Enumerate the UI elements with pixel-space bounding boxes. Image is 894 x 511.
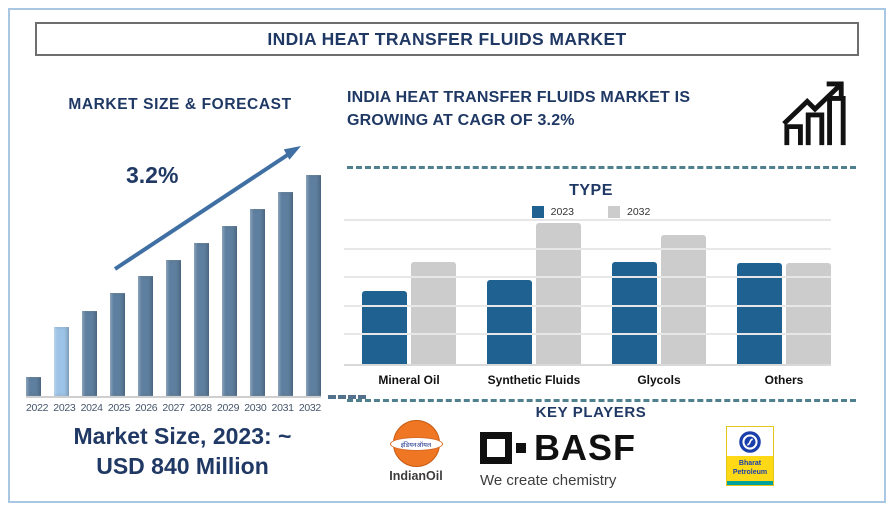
forecast-year-label-2028: 2028: [189, 402, 212, 414]
bharat-petroleum-strip: [727, 481, 773, 485]
growth-chart-icon: [782, 81, 846, 146]
market-size-forecast-heading: MARKET SIZE & FORECAST: [68, 96, 292, 113]
type-bar-2023-synthetic-fluids: [487, 280, 532, 364]
bharat-petroleum-emblem: [727, 427, 773, 456]
forecast-years: 2022 2023 2024 2025 2026 2027 2028 2029 2030 2031…: [26, 402, 321, 414]
forecast-bar-2030: [250, 209, 265, 396]
forecast-year-label-2027: 2027: [162, 402, 185, 414]
bharat-petroleum-logo-icon: Bharat Petroleum: [726, 426, 774, 486]
type-bar-2032-glycols: [661, 234, 706, 364]
indianoil-logo-band: इंडियनऑयल: [389, 437, 443, 451]
cagr-annotation: 3.2%: [126, 162, 179, 188]
type-chart-gridline: [344, 276, 831, 279]
forecast-year-label-2029: 2029: [216, 402, 240, 414]
indianoil-label: IndianOil: [389, 469, 443, 483]
key-player-indianoil: इंडियनऑयल IndianOil: [376, 420, 456, 483]
forecast-bar-2026: [138, 276, 153, 396]
legend-label-2032: 2032: [627, 206, 651, 218]
type-group-mineral-oil: Mineral Oil: [362, 221, 456, 387]
forecast-year-label-2024: 2024: [80, 402, 103, 414]
type-category-label: Mineral Oil: [378, 373, 440, 387]
basf-wordmark: BASF: [534, 427, 636, 468]
forecast-year-label-2026: 2026: [135, 402, 158, 414]
forecast-year-label-2032: 2032: [298, 402, 321, 414]
type-group-synthetic-fluids: Synthetic Fluids: [487, 221, 581, 387]
forecast-bars: [26, 166, 321, 396]
legend-item-2023: 2023: [531, 206, 574, 218]
legend-label-2023: 2023: [550, 206, 574, 218]
type-chart-groups: Mineral Oil Synthetic Fluids Glycols Others: [344, 221, 831, 387]
type-bar-2032-others: [786, 263, 831, 364]
forecast-bar-2032: [306, 175, 321, 396]
type-group-others: Others: [737, 221, 831, 387]
forecast-bar-2022: [26, 377, 41, 396]
type-chart-gridline: [344, 247, 831, 250]
type-category-label: Others: [764, 373, 804, 387]
key-player-bharat-petroleum: Bharat Petroleum: [722, 426, 778, 486]
market-size-note: Market Size, 2023: ~ USD 840 Million: [73, 423, 292, 479]
indianoil-hindi-text: इंडियनऑयल: [400, 441, 432, 449]
forecast-bar-2029: [222, 226, 237, 396]
type-bar-2023-others: [737, 263, 782, 364]
indianoil-logo-icon: इंडियनऑयल: [389, 420, 443, 467]
type-bar-2023-mineral-oil: [362, 291, 407, 364]
axis-continuation-dashes: [328, 395, 366, 399]
type-category-label: Glycols: [637, 373, 681, 387]
forecast-bar-2027: [166, 260, 181, 396]
legend-swatch-2023: [531, 206, 544, 218]
type-bar-2023-glycols: [612, 262, 657, 364]
dashed-separator-bottom: [347, 399, 856, 402]
type-group-glycols: Glycols: [612, 221, 706, 387]
forecast-bar-2024: [82, 311, 97, 396]
dashed-separator-top: [347, 166, 856, 169]
forecast-bar-2028: [194, 243, 209, 396]
title-box: INDIA HEAT TRANSFER FLUIDS MARKET: [35, 22, 859, 56]
forecast-bar-2025: [110, 293, 125, 396]
cagr-statement: INDIA HEAT TRANSFER FLUIDS MARKET IS GRO…: [347, 89, 691, 130]
bharat-petroleum-label: Bharat Petroleum: [727, 456, 773, 481]
forecast-year-label-2022: 2022: [26, 402, 49, 414]
forecast-chart: 3.2% 2022 2023 2024 2025 2026 2027 2028 2029 203…: [26, 142, 321, 414]
type-chart-gridline: [344, 219, 831, 221]
forecast-bar-2023: [54, 327, 69, 396]
forecast-year-label-2030: 2030: [244, 402, 267, 414]
type-chart-gridline: [344, 304, 831, 307]
forecast-plot: 3.2%: [26, 142, 321, 398]
type-chart-gridline: [344, 333, 831, 336]
basf-tagline: We create chemistry: [480, 472, 617, 489]
type-category-label: Synthetic Fluids: [487, 373, 581, 387]
forecast-bar-2031: [278, 192, 293, 396]
type-bar-2032-mineral-oil: [411, 262, 456, 364]
outer-frame: INDIA HEAT TRANSFER FLUIDS MARKET MARKET…: [8, 8, 886, 503]
type-bar-2032-synthetic-fluids: [536, 222, 581, 364]
forecast-year-label-2031: 2031: [271, 402, 294, 414]
type-chart-title: TYPE: [569, 182, 613, 199]
forecast-year-label-2023: 2023: [53, 402, 76, 414]
key-players-title: KEY PLAYERS: [535, 404, 647, 421]
type-chart-plot: Mineral Oil Synthetic Fluids Glycols Others: [344, 219, 831, 387]
page-title: INDIA HEAT TRANSFER FLUIDS MARKET: [267, 28, 627, 49]
legend-swatch-2032: [608, 206, 620, 218]
legend-item-2032: 2032: [608, 206, 650, 218]
key-player-basf: BASF We create chemistry: [480, 430, 675, 489]
basf-logo-icon: [480, 432, 526, 464]
type-chart-legend: 2023 2032: [347, 206, 835, 218]
forecast-year-label-2025: 2025: [107, 402, 131, 414]
